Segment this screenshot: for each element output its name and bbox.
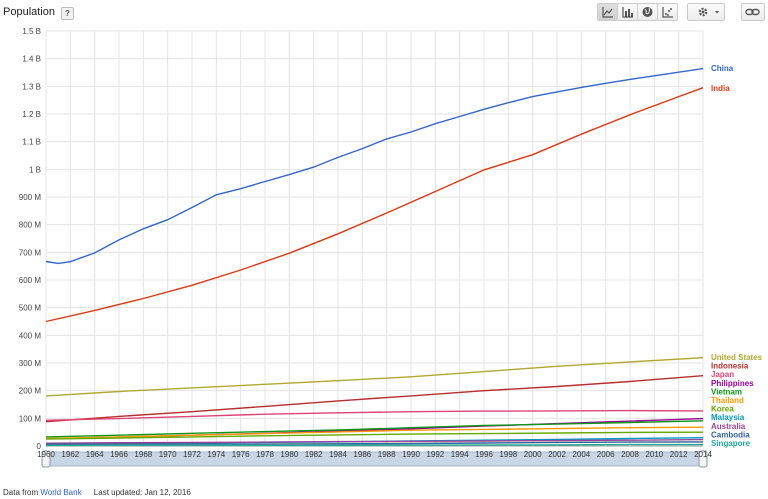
x-tick-label: 2014 — [694, 450, 712, 459]
legend-item-thailand: Thailand — [711, 396, 744, 405]
y-tick-label: 1 B — [29, 165, 41, 174]
x-tick-label: 1974 — [207, 450, 225, 459]
series-line-singapore — [46, 443, 703, 447]
y-tick-label: 300 M — [19, 359, 42, 368]
series-line-indonesia — [45, 375, 704, 423]
x-tick-label: 1982 — [305, 450, 323, 459]
x-tick-label: 1994 — [451, 450, 469, 459]
x-tick-label: 2010 — [645, 450, 663, 459]
help-icon[interactable]: ? — [61, 7, 74, 20]
y-tick-label: 1.5 B — [22, 27, 41, 36]
x-tick-label: 1992 — [426, 450, 444, 459]
x-tick-label: 2012 — [670, 450, 688, 459]
y-tick-label: 200 M — [19, 387, 42, 396]
y-tick-label: 0 — [37, 442, 42, 451]
range-slider-start-handle[interactable] — [41, 450, 51, 468]
x-tick-label: 1972 — [183, 450, 201, 459]
gear-icon — [698, 7, 708, 17]
legend-item-vietnam: Vietnam — [711, 387, 742, 396]
series-line-india — [45, 87, 704, 323]
map-view-button[interactable] — [637, 3, 658, 21]
x-tick-label: 1960 — [37, 450, 55, 459]
x-tick-label: 1988 — [378, 450, 396, 459]
settings-button-graphic — [698, 7, 719, 17]
x-tick-label: 1962 — [61, 450, 79, 459]
series-line-korea — [45, 431, 704, 440]
y-tick-label: 1.1 B — [22, 138, 41, 147]
x-tick-label: 2004 — [572, 450, 590, 459]
legend-item-india: India — [711, 84, 730, 93]
y-tick-label: 600 M — [19, 276, 42, 285]
y-tick-label: 900 M — [19, 193, 42, 202]
footer: Data from World Bank Last updated: Jan 1… — [3, 488, 191, 497]
source-prefix: Data from — [3, 488, 39, 497]
bar-chart-icon — [622, 7, 633, 18]
line-chart-button[interactable] — [597, 3, 618, 21]
series-line-cambodia — [45, 441, 704, 445]
link-icon — [745, 8, 760, 16]
x-tick-label: 2000 — [524, 450, 542, 459]
series-line-thailand — [45, 426, 704, 440]
settings-button[interactable] — [687, 3, 725, 21]
population-line-chart: 0 100 M 200 M 300 M 400 M 500 M 600 M 700 M 800 … — [19, 27, 763, 468]
x-tick-label: 2006 — [597, 450, 615, 459]
legend-item-united-states: United States — [711, 353, 763, 362]
range-slider-end-handle[interactable] — [698, 450, 708, 468]
series-line-japan — [45, 409, 704, 421]
y-tick-label: 800 M — [19, 221, 42, 230]
legend-item-cambodia: Cambodia — [711, 430, 750, 439]
series-line-china — [45, 67, 704, 265]
x-axis-tick-labels: 1960 1962 1964 1966 1968 1970 1972 1974 1976 1978… — [37, 450, 712, 459]
bar-chart-button[interactable] — [617, 3, 638, 21]
series-line-united-states — [45, 357, 704, 397]
series-line-australia — [45, 438, 704, 444]
y-tick-label: 500 M — [19, 304, 42, 313]
x-tick-label: 1970 — [159, 450, 177, 459]
metric-title: Population — [3, 6, 55, 18]
gridlines — [45, 30, 704, 447]
world-bank-link[interactable]: World Bank — [40, 488, 82, 497]
range-slider — [41, 450, 708, 468]
legend-item-japan: Japan — [711, 370, 734, 379]
caret-down-icon — [715, 11, 719, 14]
y-tick-label: 400 M — [19, 331, 42, 340]
y-axis-tick-labels: 0 100 M 200 M 300 M 400 M 500 M 600 M 700 M 800 … — [19, 27, 42, 451]
x-tick-label: 2002 — [548, 450, 566, 459]
x-tick-label: 1996 — [475, 450, 493, 459]
x-tick-label: 1976 — [232, 450, 250, 459]
y-tick-label: 1.4 B — [22, 55, 41, 64]
legend-item-philippines: Philippines — [711, 379, 754, 388]
x-tick-label: 2008 — [621, 450, 639, 459]
legend-item-indonesia: Indonesia — [711, 362, 749, 371]
x-tick-label: 1998 — [499, 450, 517, 459]
scatter-chart-button[interactable] — [657, 3, 678, 21]
toolbar: Population ? — [0, 0, 768, 26]
x-tick-label: 1964 — [86, 450, 104, 459]
legend-item-korea: Korea — [711, 405, 734, 414]
series-line-vietnam — [45, 420, 704, 438]
legend-item-china: China — [711, 64, 734, 73]
globe-map-icon — [642, 7, 653, 17]
legend-item-malaysia: Malaysia — [711, 413, 745, 422]
y-tick-label: 1.2 B — [22, 110, 41, 119]
x-tick-label: 1978 — [256, 450, 274, 459]
x-tick-label: 1984 — [329, 450, 347, 459]
x-tick-label: 1990 — [402, 450, 420, 459]
y-tick-label: 100 M — [19, 414, 42, 423]
last-updated: Last updated: Jan 12, 2016 — [93, 488, 191, 497]
series-lines — [45, 67, 704, 447]
y-tick-label: 700 M — [19, 248, 42, 257]
y-tick-label: 1.3 B — [22, 82, 41, 91]
scatter-chart-icon — [662, 7, 673, 18]
x-tick-label: 1968 — [134, 450, 152, 459]
legend-item-australia: Australia — [711, 422, 746, 431]
line-chart-icon — [602, 7, 613, 18]
x-tick-label: 1966 — [110, 450, 128, 459]
legend-item-singapore: Singapore — [711, 439, 751, 448]
x-tick-label: 1980 — [280, 450, 298, 459]
link-button[interactable] — [741, 3, 765, 21]
x-tick-label: 1986 — [353, 450, 371, 459]
legend: China India United StatesIndonesiaJapanPhi… — [711, 64, 763, 448]
